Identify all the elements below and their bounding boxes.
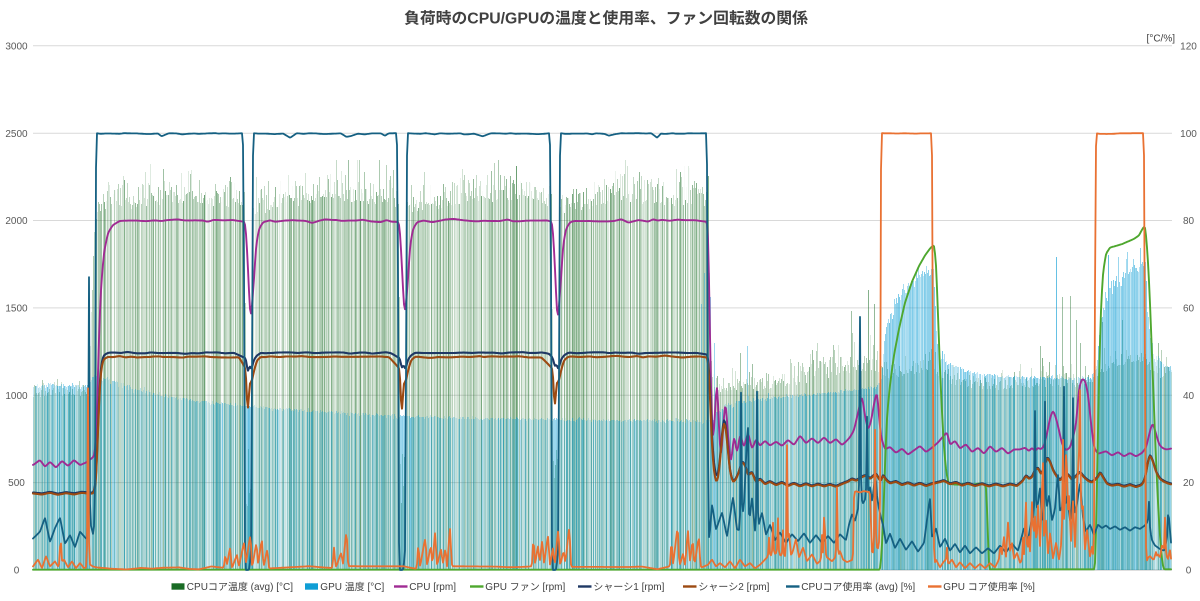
svg-text:120: 120 <box>1180 41 1197 52</box>
svg-text:500: 500 <box>8 478 25 489</box>
svg-text:[°C/%]: [°C/%] <box>1147 34 1176 45</box>
svg-text:0: 0 <box>14 566 20 577</box>
svg-text:2 [rpm]: 2 [rpm] <box>738 582 769 593</box>
svg-text:[rpm]: [rpm] <box>540 582 566 593</box>
svg-text:GPU: GPU <box>485 582 509 593</box>
svg-text:100: 100 <box>1180 129 1197 140</box>
svg-text:20: 20 <box>1183 478 1195 489</box>
svg-text:80: 80 <box>1183 216 1195 227</box>
svg-text:CPU/GPU: CPU/GPU <box>467 11 539 28</box>
svg-text:[%]: [%] <box>1018 582 1035 593</box>
svg-text:1 [rpm]: 1 [rpm] <box>633 582 664 593</box>
svg-text:40: 40 <box>1183 391 1195 402</box>
svg-text:(avg) [%]: (avg) [%] <box>872 582 915 593</box>
svg-text:2500: 2500 <box>5 129 28 140</box>
svg-text:60: 60 <box>1183 304 1195 315</box>
svg-text:(avg) [°C]: (avg) [°C] <box>248 582 293 593</box>
svg-text:2000: 2000 <box>5 216 28 227</box>
svg-text:GPU: GPU <box>943 582 967 593</box>
svg-text:0: 0 <box>1186 566 1192 577</box>
svg-text:[°C]: [°C] <box>365 582 385 593</box>
svg-text:1500: 1500 <box>5 304 28 315</box>
svg-text:3000: 3000 <box>5 41 28 52</box>
svg-text:CPU: CPU <box>187 582 208 593</box>
svg-text:CPU [rpm]: CPU [rpm] <box>409 582 456 593</box>
svg-text:GPU: GPU <box>320 582 344 593</box>
svg-text:1000: 1000 <box>5 391 28 402</box>
svg-text:CPU: CPU <box>801 582 822 593</box>
